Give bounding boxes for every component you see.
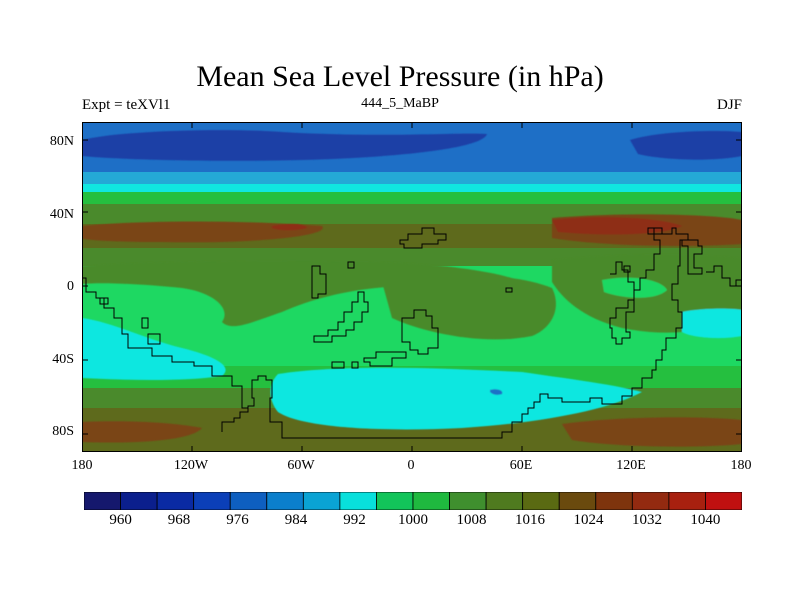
south-high-east (562, 417, 742, 447)
colorbar-label-1000: 1000 (398, 512, 428, 528)
tiny-island (505, 287, 513, 293)
island-small-1 (99, 297, 109, 305)
south-cyan-west (82, 318, 226, 380)
colorbar-cell (558, 492, 597, 510)
period-label: 444_5_MaBP (361, 96, 439, 111)
south-cyan-central (270, 367, 642, 430)
lat-tick-0: 0 (67, 279, 74, 294)
central-block (313, 291, 369, 343)
colorbar-cell (302, 492, 341, 510)
colorbar-cell (376, 492, 414, 510)
colorbar-label-984: 984 (284, 512, 308, 528)
west-gondwana-outline (82, 277, 248, 409)
colorbar-cell (412, 492, 450, 510)
east-terrane-2 (681, 239, 703, 275)
colorbar-cell (485, 492, 524, 510)
north-fragment (399, 227, 447, 249)
south-cyan-east (682, 308, 742, 339)
colorbar-label-968: 968 (167, 512, 191, 528)
colorbar-cell (120, 492, 158, 510)
lon-tick-180w: 180 (71, 458, 93, 473)
lon-tick-180e: 180 (730, 458, 752, 473)
map-border (82, 122, 742, 452)
central-island-1 (311, 265, 327, 299)
tropic-olive-west (82, 260, 522, 327)
map-title: Mean Sea Level Pressure (in hPa) (196, 60, 604, 93)
band-subpolar-north (82, 172, 742, 184)
lat-tick-40s: 40S (52, 352, 74, 367)
polar-low-west (82, 130, 487, 161)
colorbar-cell (705, 492, 742, 510)
africa-fragment (401, 309, 439, 355)
colorbar-label-1040: 1040 (690, 512, 721, 528)
colorbar-cell (631, 492, 670, 510)
far-east-piece (623, 265, 631, 273)
colorbar-label-976: 976 (226, 512, 249, 528)
colorbar-cell (266, 492, 304, 510)
gondwana-outline (221, 227, 689, 439)
colorbar-cell (522, 492, 560, 510)
north-high-west (82, 221, 323, 243)
colorbar (84, 492, 742, 510)
small-islands-b (351, 361, 359, 369)
colorbar-cell (193, 492, 231, 510)
season-label: DJF (716, 97, 742, 113)
central-island-2 (347, 261, 355, 269)
pressure-map (82, 122, 742, 452)
colorbar-cell (339, 492, 377, 510)
north-high-small (272, 223, 307, 231)
colorbar-cell (668, 492, 706, 510)
lat-tick-80s: 80S (52, 424, 74, 439)
lon-tick-120e: 120E (616, 458, 646, 473)
lat-tick-40n: 40N (49, 207, 74, 222)
south-high-west (82, 421, 202, 443)
colorbar-cell (156, 492, 195, 510)
south-cyan-blue-spot (490, 389, 503, 395)
colorbar-label-960: 960 (109, 512, 132, 528)
continent-outlines (82, 227, 742, 439)
lat-tick-80n: 80N (49, 134, 74, 149)
island-small-3 (147, 333, 161, 345)
colorbar-label-992: 992 (343, 512, 366, 528)
small-islands-c (363, 351, 407, 367)
colorbar-label-1032: 1032 (632, 512, 662, 528)
east-terrane (647, 227, 663, 235)
colorbar-label-1024: 1024 (573, 512, 604, 528)
lon-tick-120w: 120W (173, 458, 209, 473)
colorbar-cell (84, 492, 121, 510)
lon-tick-60e: 60E (509, 458, 533, 473)
colorbar-label-1008: 1008 (456, 512, 487, 528)
island-small-2 (141, 317, 149, 329)
band-cyan-north (82, 184, 742, 192)
lon-tick-60w: 60W (287, 458, 315, 473)
lon-tick-0: 0 (407, 458, 415, 473)
colorbar-cell (449, 492, 487, 510)
colorbar-label-1016: 1016 (515, 512, 545, 528)
colorbar-cell (229, 492, 268, 510)
north-high-core (552, 217, 682, 235)
experiment-label: Expt = teXVl1 (82, 97, 171, 113)
band-green-north (82, 192, 742, 204)
colorbar-cell (595, 492, 633, 510)
polar-low-east (630, 130, 742, 160)
east-terrane-3 (706, 265, 742, 287)
small-islands-a (331, 361, 345, 369)
